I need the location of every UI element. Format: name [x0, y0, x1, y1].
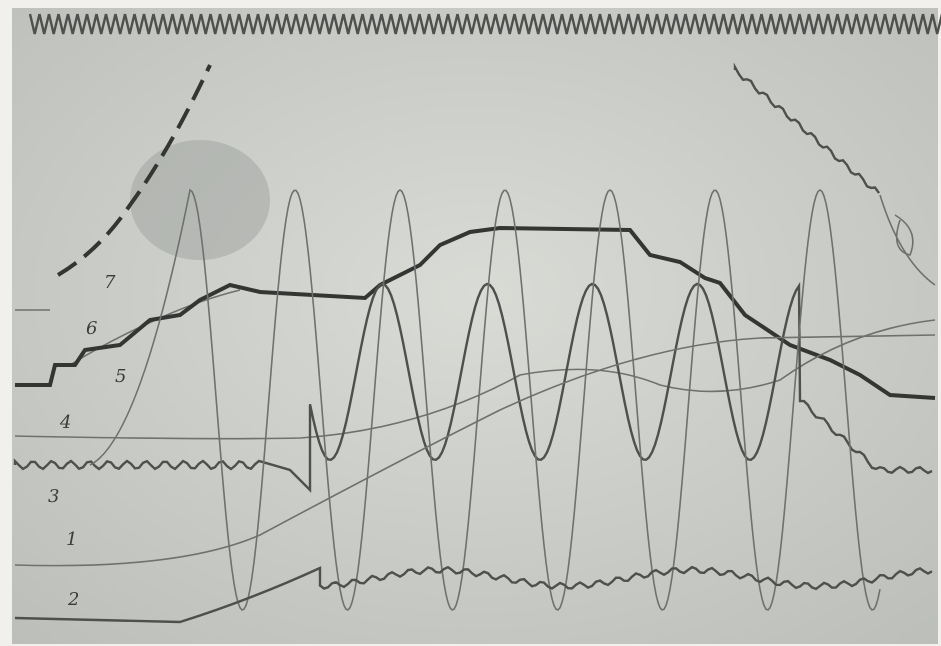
label-2: 2: [67, 589, 79, 610]
label-1: 1: [66, 529, 77, 550]
label-6: 6: [86, 318, 97, 339]
stain: [130, 140, 270, 260]
label-4: 4: [59, 412, 71, 433]
label-7: 7: [104, 272, 116, 293]
label-3: 3: [48, 486, 59, 507]
label-5: 5: [115, 366, 126, 387]
oscillogram: 1 2 3 4 5 6 7: [0, 0, 941, 646]
